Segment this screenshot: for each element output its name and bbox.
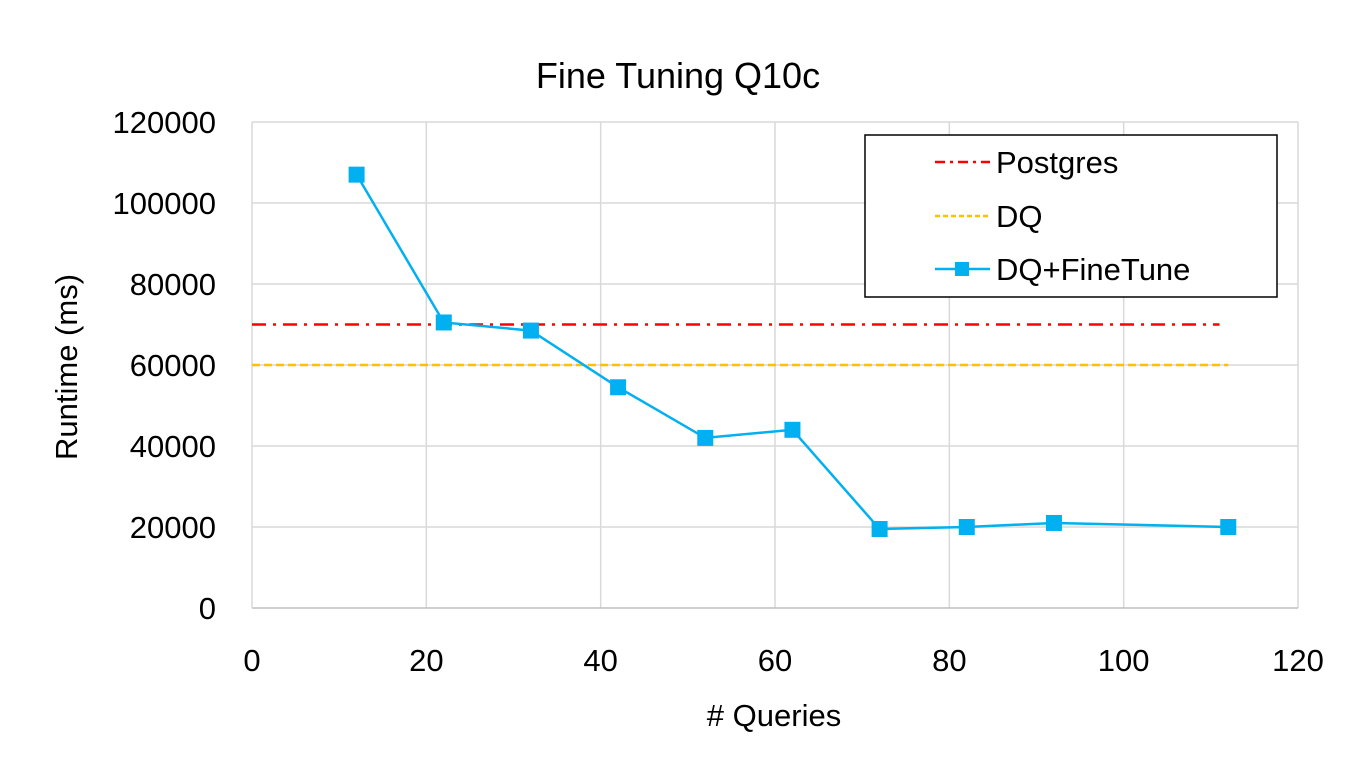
y-tick-label: 20000: [130, 510, 216, 545]
legend-label-dq-finetune: DQ+FineTune: [996, 252, 1190, 287]
data-point-dq-finetune: [1045, 514, 1062, 531]
x-tick-label: 120: [1272, 643, 1324, 678]
y-axis-title: Runtime (ms): [49, 274, 84, 460]
x-tick-label: 0: [243, 643, 260, 678]
legend-label-dq: DQ: [996, 199, 1043, 234]
data-point-dq-finetune: [522, 322, 539, 339]
x-axis-title: # Queries: [707, 698, 841, 733]
x-tick-label: 60: [758, 643, 792, 678]
y-tick-label: 120000: [113, 105, 216, 140]
tick-labels: 0 20000 40000 60000 80000 100000 120000 0 20 40 60…: [113, 105, 1324, 678]
y-tick-label: 100000: [113, 186, 216, 221]
data-point-dq-finetune: [610, 379, 627, 396]
x-tick-label: 80: [932, 643, 966, 678]
legend: Postgres DQ DQ+FineTune: [864, 134, 1278, 298]
x-tick-label: 20: [409, 643, 443, 678]
y-tick-label: 60000: [130, 348, 216, 383]
chart-title: Fine Tuning Q10c: [536, 55, 820, 96]
legend-marker-dq-finetune: [955, 262, 969, 276]
legend-label-postgres: Postgres: [996, 145, 1118, 180]
y-tick-label: 0: [199, 591, 216, 626]
data-point-dq-finetune: [435, 314, 452, 331]
x-tick-label: 40: [583, 643, 617, 678]
series-line-dq-finetune: [355, 174, 1229, 531]
data-point-dq-finetune: [348, 166, 365, 183]
data-point-dq-finetune: [958, 519, 975, 535]
series-layer: [252, 166, 1237, 538]
y-tick-label: 80000: [130, 267, 216, 302]
data-point-dq-finetune: [871, 521, 888, 538]
x-tick-label: 100: [1098, 643, 1150, 678]
y-tick-label: 40000: [130, 429, 216, 464]
data-point-dq-finetune: [784, 421, 801, 438]
legend-box: [864, 134, 1278, 298]
data-point-dq-finetune: [697, 429, 714, 446]
data-point-dq-finetune: [1220, 519, 1237, 535]
